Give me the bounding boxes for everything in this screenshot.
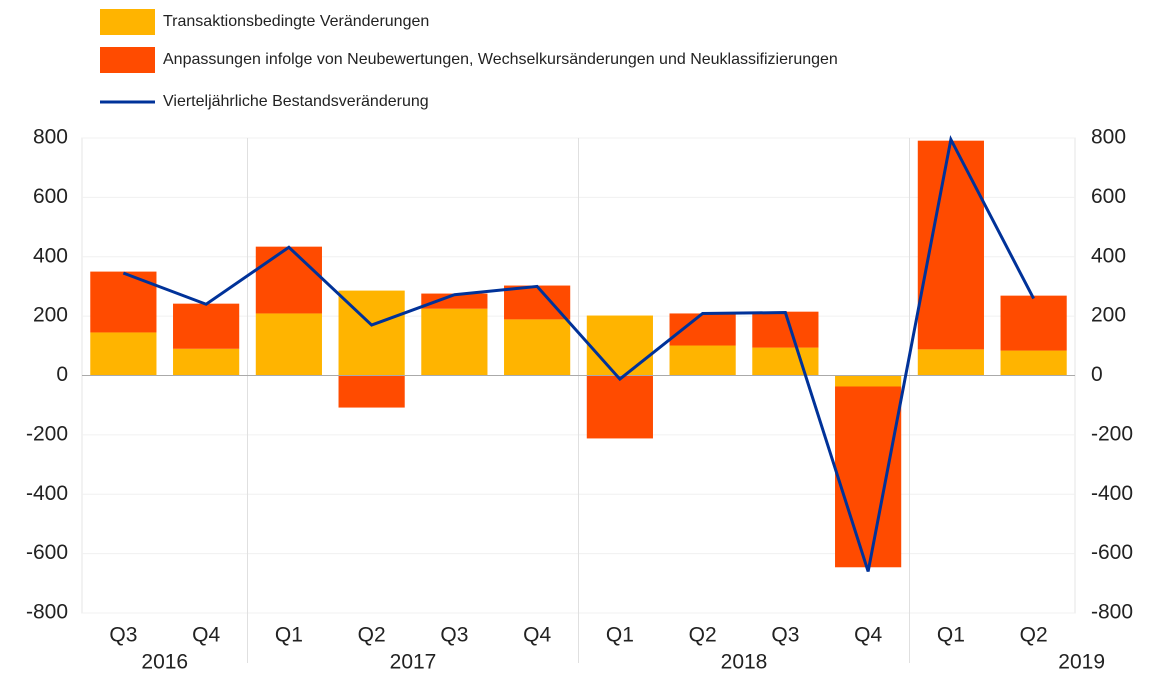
bar-segment — [669, 345, 736, 376]
bar-segment — [835, 386, 902, 568]
y2-tick-label: 200 — [1091, 304, 1126, 327]
legend-label: Transaktionsbedingte Veränderungen — [163, 13, 429, 30]
y-tick-label: -800 — [26, 601, 68, 624]
bar-segment — [917, 349, 984, 376]
x-tick-label: Q4 — [192, 624, 220, 647]
bar-segment — [586, 315, 653, 376]
x-tick-label: Q4 — [523, 624, 551, 647]
bar-segment — [504, 319, 571, 376]
legend-label: Vierteljährliche Bestandsveränderung — [163, 93, 429, 110]
bar-segment — [421, 293, 488, 309]
x-tick-label: Q3 — [109, 624, 137, 647]
bar-segment — [255, 246, 322, 314]
x-tick-label: Q2 — [358, 624, 386, 647]
y-tick-label: 0 — [56, 363, 68, 386]
x-tick-label: Q3 — [440, 624, 468, 647]
y-tick-label: 600 — [33, 185, 68, 208]
bar-segment — [421, 308, 488, 376]
bar-segment — [173, 303, 240, 349]
bar-segment — [1000, 350, 1067, 376]
y2-tick-label: -400 — [1091, 482, 1133, 505]
bar-segment — [752, 311, 819, 348]
year-label: 2017 — [390, 651, 437, 674]
bar-segment — [917, 140, 984, 350]
x-tick-label: Q1 — [275, 624, 303, 647]
year-label: 2019 — [1058, 651, 1105, 674]
bar-segment — [835, 375, 902, 387]
bar-segment — [255, 313, 322, 376]
y2-tick-label: -200 — [1091, 422, 1133, 445]
x-tick-label: Q1 — [937, 624, 965, 647]
y2-tick-label: 800 — [1091, 126, 1126, 149]
x-tick-label: Q3 — [771, 624, 799, 647]
y-tick-label: 400 — [33, 244, 68, 267]
year-label: 2016 — [141, 651, 188, 674]
y2-tick-label: 400 — [1091, 244, 1126, 267]
y2-tick-label: 0 — [1091, 363, 1103, 386]
bar-segment — [669, 313, 736, 346]
bar-segment — [586, 375, 653, 439]
x-tick-label: Q1 — [606, 624, 634, 647]
x-tick-label: Q2 — [1020, 624, 1048, 647]
legend-swatch — [100, 47, 155, 73]
y-tick-label: -200 — [26, 422, 68, 445]
y2-tick-label: -600 — [1091, 541, 1133, 564]
bar-segment — [1000, 295, 1067, 351]
y2-tick-label: -800 — [1091, 601, 1133, 624]
line-series — [122, 134, 1035, 572]
bar-segment — [504, 285, 571, 320]
bar-segment — [338, 375, 405, 408]
bar-segment — [173, 348, 240, 376]
y-tick-label: -600 — [26, 541, 68, 564]
y-tick-label: -400 — [26, 482, 68, 505]
bar-segment — [90, 332, 157, 376]
y2-tick-label: 600 — [1091, 185, 1126, 208]
y-tick-label: 200 — [33, 304, 68, 327]
y-tick-label: 800 — [33, 126, 68, 149]
bar-segment — [752, 347, 819, 376]
legend-swatch — [100, 9, 155, 35]
year-label: 2018 — [721, 651, 768, 674]
legend-label: Anpassungen infolge von Neubewertungen, … — [163, 51, 838, 68]
x-tick-label: Q4 — [854, 624, 882, 647]
x-tick-label: Q2 — [689, 624, 717, 647]
